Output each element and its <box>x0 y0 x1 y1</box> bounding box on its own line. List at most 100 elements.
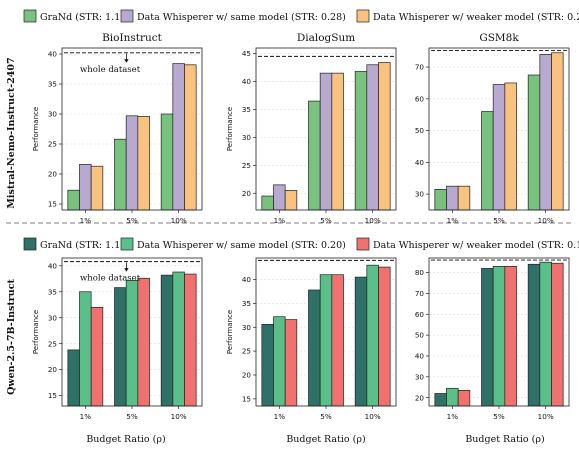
legend-top: GraNd (STR: 1.16) Data Whisperer w/ same … <box>23 9 579 23</box>
y-tick-label: 30 <box>48 313 58 322</box>
panel-title: GSM8k <box>479 32 519 44</box>
bar <box>90 165 104 211</box>
y-tick-label: 35 <box>242 299 251 308</box>
x-tick-label: 5% <box>493 216 505 225</box>
y-tick-label: 40 <box>415 352 425 361</box>
bar <box>184 64 197 211</box>
bar <box>284 190 298 211</box>
bar <box>172 63 185 211</box>
bar <box>527 74 541 211</box>
y-axis-title: Performance <box>32 107 40 151</box>
y-tick-label: 40 <box>242 275 252 284</box>
bar <box>284 319 298 407</box>
bar <box>434 189 447 211</box>
bar <box>261 195 274 211</box>
y-tick-label: 40 <box>48 261 58 270</box>
y-tick-label: 50 <box>415 331 425 340</box>
y-tick-label: 30 <box>242 133 252 142</box>
bar <box>481 111 494 211</box>
legend-bottom: GraNd (STR: 1.11) Data Whisperer w/ same … <box>23 237 579 251</box>
x-axis-title-col1: Budget Ratio (ρ) <box>86 434 165 445</box>
bar <box>273 184 286 211</box>
bar <box>481 268 494 407</box>
bar <box>160 113 174 211</box>
legend-label: Data Whisperer w/ weaker model (STR: 0.2… <box>373 12 579 23</box>
legend-swatch <box>356 9 370 23</box>
x-tick-label: 1% <box>447 216 459 225</box>
x-tick-label: 10% <box>171 412 187 421</box>
bar <box>551 262 564 407</box>
y-tick-label: 20 <box>242 189 252 198</box>
panel-gsm8k-qwen: 20 30 40 50 60 70 80 1% 5% 10% <box>415 257 570 421</box>
legend-swatch <box>120 9 134 23</box>
x-tick-label: 10% <box>538 412 554 421</box>
bar <box>172 271 185 407</box>
legend-label: Data Whisperer w/ same model (STR: 0.28) <box>137 12 346 23</box>
panel-bioinstruct-qwen: whole dataset 15 20 25 30 35 40 1% 5% 10% Performa… <box>32 257 203 421</box>
y-tick-label: 15 <box>48 391 57 400</box>
bar <box>331 72 344 211</box>
y-tick-label: 20 <box>48 365 58 374</box>
legend-swatch <box>23 237 37 251</box>
y-tick-label: 30 <box>48 110 58 119</box>
x-tick-label: 1% <box>80 216 92 225</box>
bar <box>67 349 80 407</box>
bar <box>319 274 333 407</box>
bar <box>378 62 391 211</box>
y-tick-label: 35 <box>48 80 57 89</box>
y-tick-label: 35 <box>242 105 251 114</box>
bar <box>125 279 139 407</box>
y-tick-label: 30 <box>242 323 252 332</box>
x-tick-label: 10% <box>365 216 381 225</box>
y-tick-label: 40 <box>415 158 425 167</box>
y-tick-label: 60 <box>415 310 425 319</box>
panel-title: BioInstruct <box>102 32 163 44</box>
x-tick-label: 1% <box>274 412 286 421</box>
bar <box>539 261 552 407</box>
legend-swatch <box>23 9 37 23</box>
row-label-top: Mistral-Nemo-Instruct-2407 <box>6 57 17 208</box>
bar <box>504 265 517 407</box>
bar <box>492 84 506 211</box>
y-tick-label: 70 <box>415 289 425 298</box>
x-tick-label: 1% <box>274 216 286 225</box>
legend-label: GraNd (STR: 1.11) <box>40 240 130 251</box>
y-axis-title: Performance <box>226 310 234 354</box>
y-tick-label: 20 <box>48 170 58 179</box>
y-tick-label: 20 <box>415 393 425 402</box>
bar <box>457 185 471 211</box>
panel-bioinstruct-mistral: BioInstruct whole dataset 15 20 25 30 35 40 1% 5%… <box>32 32 203 225</box>
bar <box>125 115 139 211</box>
bar <box>137 277 150 407</box>
panel-dialogsum-qwen: 15 20 25 30 35 40 1% 5% 10% Performance <box>226 257 397 421</box>
annotation-arrowhead <box>124 59 129 63</box>
x-axis-title-col2: Budget Ratio (ρ) <box>286 434 365 445</box>
legend-label: Data Whisperer w/ same model (STR: 0.20) <box>137 240 346 251</box>
bar <box>261 324 274 407</box>
panel-dialogsum-mistral: DialogSum 20 25 30 35 40 45 1% 5% 10% Performance <box>226 32 397 225</box>
y-tick-label: 70 <box>415 63 425 72</box>
legend-label: GraNd (STR: 1.16) <box>40 12 130 23</box>
y-tick-label: 35 <box>48 287 57 296</box>
x-tick-label: 5% <box>320 412 332 421</box>
bar <box>446 185 459 211</box>
bar <box>457 390 471 407</box>
y-tick-label: 25 <box>48 140 57 149</box>
x-tick-label: 5% <box>126 412 138 421</box>
bar <box>539 54 552 211</box>
y-tick-label: 45 <box>242 49 251 58</box>
panel-title: DialogSum <box>297 32 355 44</box>
x-tick-label: 10% <box>171 216 187 225</box>
bar <box>319 72 333 211</box>
x-axis-title-col3: Budget Ratio (ρ) <box>465 434 544 445</box>
legend-swatch <box>356 237 370 251</box>
bar <box>378 266 391 407</box>
bar <box>366 264 379 407</box>
x-tick-label: 5% <box>493 412 505 421</box>
bar <box>551 52 564 211</box>
bar <box>366 64 379 211</box>
y-tick-label: 40 <box>242 77 252 86</box>
bar <box>67 189 80 211</box>
bar <box>354 276 368 407</box>
